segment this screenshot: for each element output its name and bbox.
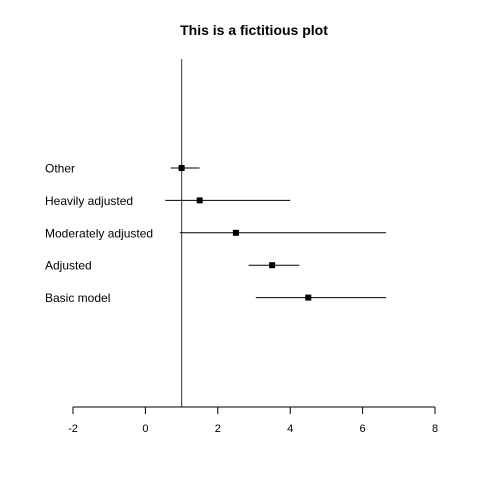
x-tick-label: 6 — [360, 423, 366, 435]
chart-title: This is a fictitious plot — [180, 22, 328, 38]
forest-rows: Other Heavily adjusted Moderately adjusted… — [45, 162, 387, 305]
x-tick-label: 4 — [287, 423, 293, 435]
x-axis-ticks: -2 0 2 4 6 8 — [68, 407, 438, 435]
x-tick-label: -2 — [68, 423, 78, 435]
x-tick-label: 8 — [432, 423, 438, 435]
point-estimate — [269, 262, 276, 269]
point-estimate — [232, 229, 239, 236]
category-label: Heavily adjusted — [45, 194, 133, 208]
x-tick-label: 0 — [142, 423, 148, 435]
x-tick-label: 2 — [215, 423, 221, 435]
point-estimate — [196, 197, 203, 204]
point-estimate — [178, 165, 185, 171]
category-label: Basic model — [45, 291, 110, 305]
category-label: Adjusted — [45, 259, 92, 273]
point-estimate — [305, 294, 312, 301]
category-label: Other — [45, 162, 75, 176]
category-label: Moderately adjusted — [45, 226, 153, 240]
